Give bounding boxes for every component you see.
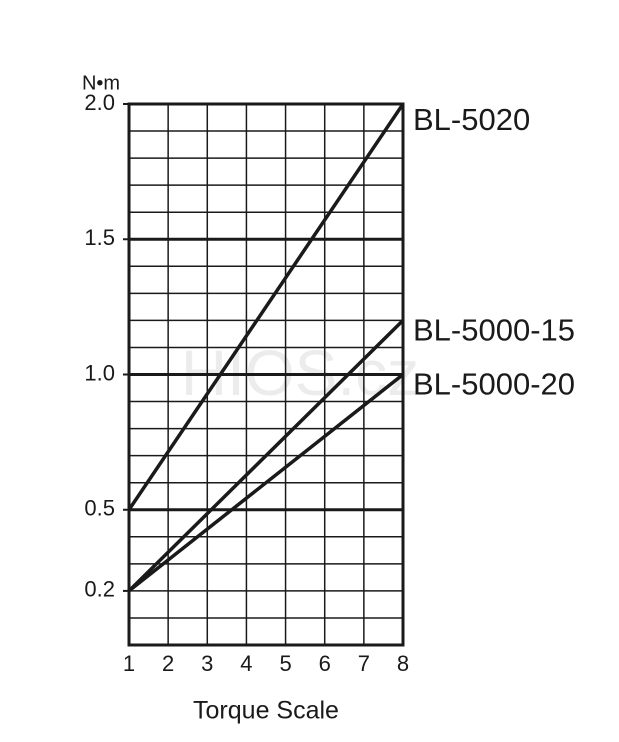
x-tick-label: 8 xyxy=(397,651,409,676)
x-tick-label: 2 xyxy=(162,651,174,676)
x-tick-label: 6 xyxy=(319,651,331,676)
series-label: BL-5020 xyxy=(413,102,530,137)
y-tick-label: 0.2 xyxy=(84,577,115,602)
series-line xyxy=(127,103,405,511)
x-tick-label: 1 xyxy=(123,651,135,676)
y-tick-label: 0.5 xyxy=(84,496,115,521)
x-tick-label: 5 xyxy=(279,651,291,676)
x-axis-label: Torque Scale xyxy=(193,697,339,725)
series-line xyxy=(127,373,405,593)
y-tick-label: 2.0 xyxy=(84,90,115,115)
series-line xyxy=(127,319,405,593)
y-tick-label: 1.5 xyxy=(84,225,115,250)
x-tick-label: 4 xyxy=(240,651,252,676)
x-tick-label: 7 xyxy=(358,651,370,676)
series-label: BL-5000-20 xyxy=(413,367,575,402)
x-tick-label: 3 xyxy=(201,651,213,676)
y-tick-label: 1.0 xyxy=(84,360,115,385)
y-unit: N•m xyxy=(82,72,120,94)
series-label: BL-5000-15 xyxy=(413,313,575,348)
